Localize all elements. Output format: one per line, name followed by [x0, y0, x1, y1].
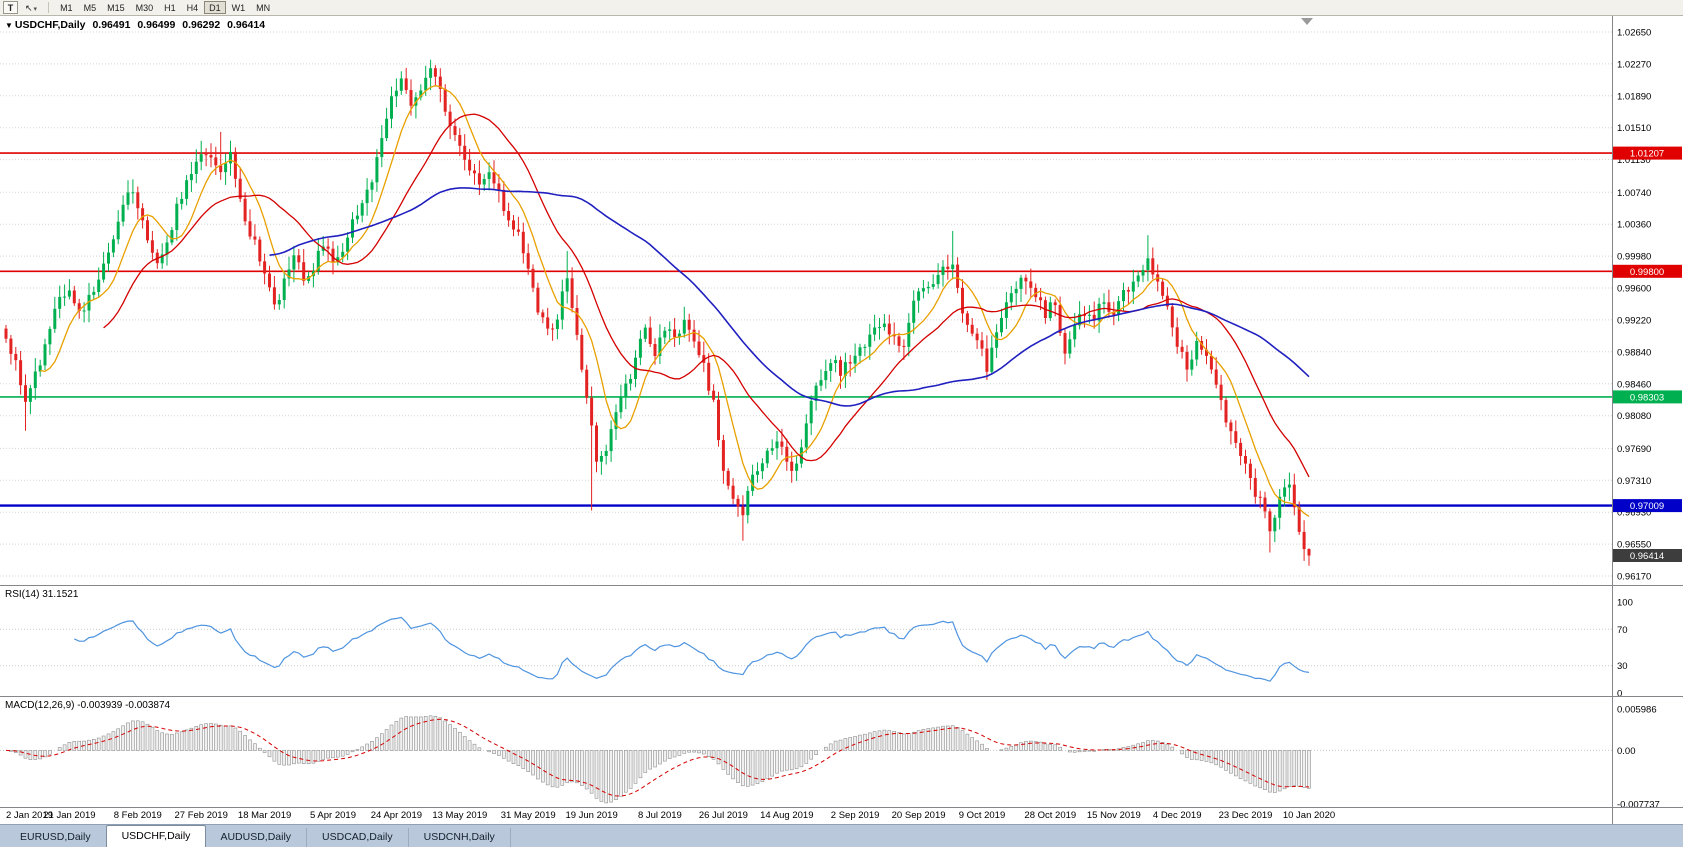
svg-text:1.00360: 1.00360	[1617, 220, 1651, 231]
chart-tab-eurusd[interactable]: EURUSD,Daily	[5, 828, 107, 847]
x-axis-label: 5 Apr 2019	[310, 810, 356, 821]
x-axis-label: 15 Nov 2019	[1086, 810, 1141, 821]
svg-text:0.99600: 0.99600	[1617, 284, 1651, 295]
ohlc-open: 0.96491	[92, 19, 131, 31]
axis-separator	[1612, 808, 1613, 825]
template-tool-button[interactable]: T	[3, 1, 18, 14]
timeframe-button-w1[interactable]: W1	[227, 1, 251, 14]
svg-text:1.01890: 1.01890	[1617, 91, 1651, 102]
toolbar: T ↖▾ M1 M5 M15 M30 H1 H4 D1 W1 MN	[0, 0, 1683, 16]
x-axis-label: 26 Jul 2019	[698, 810, 748, 821]
chart-tab-usdcnh[interactable]: USDCNH,Daily	[409, 828, 511, 847]
svg-text:1.01510: 1.01510	[1617, 123, 1651, 134]
x-axis-label: 8 Feb 2019	[113, 810, 162, 821]
x-axis-label: 13 May 2019	[432, 810, 488, 821]
svg-text:1.01130: 1.01130	[1617, 155, 1651, 166]
svg-text:1.01207: 1.01207	[1630, 149, 1664, 160]
x-axis-label: 10 Jan 2020	[1282, 810, 1336, 821]
svg-text:0: 0	[1617, 689, 1622, 697]
x-axis-label: 27 Feb 2019	[174, 810, 228, 821]
svg-text:0.97690: 0.97690	[1617, 444, 1651, 455]
timeframe-button-m1[interactable]: M1	[55, 1, 78, 14]
x-axis-label: 14 Aug 2019	[760, 810, 814, 821]
svg-text:1.02270: 1.02270	[1617, 59, 1651, 70]
x-axis-label: 28 Oct 2019	[1024, 810, 1077, 821]
toolbar-separator	[48, 2, 50, 13]
timeframe-button-m30[interactable]: M30	[131, 1, 159, 14]
svg-text:0.99220: 0.99220	[1617, 315, 1651, 326]
x-axis-label: 9 Oct 2019	[958, 810, 1006, 821]
x-axis-label: 23 Dec 2019	[1218, 810, 1273, 821]
svg-text:30: 30	[1617, 661, 1628, 672]
svg-text:70: 70	[1617, 625, 1628, 636]
x-axis-label: 21 Jan 2019	[43, 810, 96, 821]
timeframe-button-mn[interactable]: MN	[251, 1, 275, 14]
svg-text:-0.007737: -0.007737	[1617, 800, 1660, 808]
svg-text:0.96550: 0.96550	[1617, 540, 1651, 551]
svg-text:1.00740: 1.00740	[1617, 188, 1651, 199]
rsi-label: RSI(14) 31.1521	[5, 589, 79, 600]
ohlc-close: 0.96414	[227, 19, 266, 31]
macd-label: MACD(12,26,9) -0.003939 -0.003874	[5, 700, 171, 711]
macd-canvas[interactable]: 0.005986 0.00 -0.007737	[0, 697, 1683, 807]
chart-tab-audusd[interactable]: AUDUSD,Daily	[205, 828, 308, 847]
chart-title: ▼ USDCHF,Daily 0.96491 0.96499 0.96292 0.…	[5, 19, 269, 31]
svg-text:100: 100	[1617, 598, 1633, 609]
timeframe-button-d1[interactable]: D1	[204, 1, 226, 14]
x-axis-label: 18 Mar 2019	[237, 810, 292, 821]
time-axis: 2 Jan 2019 21 Jan 2019 8 Feb 2019 27 Feb 20…	[0, 807, 1683, 825]
svg-text:0.98460: 0.98460	[1617, 379, 1651, 390]
svg-text:0.005986: 0.005986	[1617, 705, 1657, 716]
symbol-dropdown-icon: ▼	[5, 21, 13, 30]
svg-text:0.97009: 0.97009	[1630, 501, 1664, 512]
timeframe-button-h4[interactable]: H4	[182, 1, 204, 14]
chart-tab-usdchf[interactable]: USDCHF,Daily	[105, 825, 207, 847]
chart-symbol-label: USDCHF,Daily	[14, 19, 86, 31]
svg-text:0.98303: 0.98303	[1630, 392, 1664, 403]
svg-text:0.98840: 0.98840	[1617, 347, 1651, 358]
x-axis-label: 4 Dec 2019	[1152, 810, 1202, 821]
chevron-down-icon: ▾	[33, 6, 38, 13]
x-axis-label: 8 Jul 2019	[637, 810, 682, 821]
svg-text:0.98080: 0.98080	[1617, 411, 1651, 422]
price-chart-panel: 1.02650 1.02270 1.01890 1.01510 1.01130 1.007…	[0, 16, 1683, 585]
x-axis-label: 19 Jun 2019	[565, 810, 618, 821]
ohlc-high: 0.96499	[137, 19, 176, 31]
cursor-icon: ↖	[25, 3, 33, 13]
timeframe-button-m15[interactable]: M15	[102, 1, 130, 14]
x-axis-label: 2 Jan 2019	[6, 810, 54, 821]
svg-text:0.97310: 0.97310	[1617, 476, 1651, 487]
macd-indicator-panel: 0.005986 0.00 -0.007737 MACD(12,26,9) -0.0…	[0, 696, 1683, 807]
timeframe-group: M1 M5 M15 M30 H1 H4 D1 W1 MN	[55, 1, 275, 14]
x-axis-label: 24 Apr 2019	[370, 810, 423, 821]
x-axis-label: 2 Sep 2019	[830, 810, 880, 821]
rsi-indicator-panel: 100 70 30 0 RSI(14) 31.1521	[0, 585, 1683, 696]
svg-text:0.99980: 0.99980	[1617, 252, 1651, 263]
timeframe-button-h1[interactable]: H1	[159, 1, 181, 14]
timeframe-button-m5[interactable]: M5	[79, 1, 102, 14]
svg-text:1.02650: 1.02650	[1617, 28, 1651, 39]
x-axis-label: 20 Sep 2019	[891, 810, 946, 821]
svg-text:0.96170: 0.96170	[1617, 572, 1651, 583]
svg-text:0.99800: 0.99800	[1630, 267, 1664, 278]
rsi-canvas[interactable]: 100 70 30 0	[0, 586, 1683, 696]
svg-text:0.96414: 0.96414	[1630, 551, 1664, 562]
svg-text:0.96930: 0.96930	[1617, 508, 1651, 519]
ohlc-low: 0.96292	[182, 19, 221, 31]
chart-tab-usdcad[interactable]: USDCAD,Daily	[307, 828, 409, 847]
price-chart-canvas[interactable]: 1.02650 1.02270 1.01890 1.01510 1.01130 1.007…	[0, 16, 1683, 585]
chart-tab-bar: EURUSD,Daily USDCHF,Daily AUDUSD,Daily USDC…	[0, 824, 1683, 847]
cursor-tool-button[interactable]: ↖▾	[20, 1, 42, 14]
x-axis-label: 31 May 2019	[500, 810, 556, 821]
svg-text:0.00: 0.00	[1617, 746, 1636, 757]
